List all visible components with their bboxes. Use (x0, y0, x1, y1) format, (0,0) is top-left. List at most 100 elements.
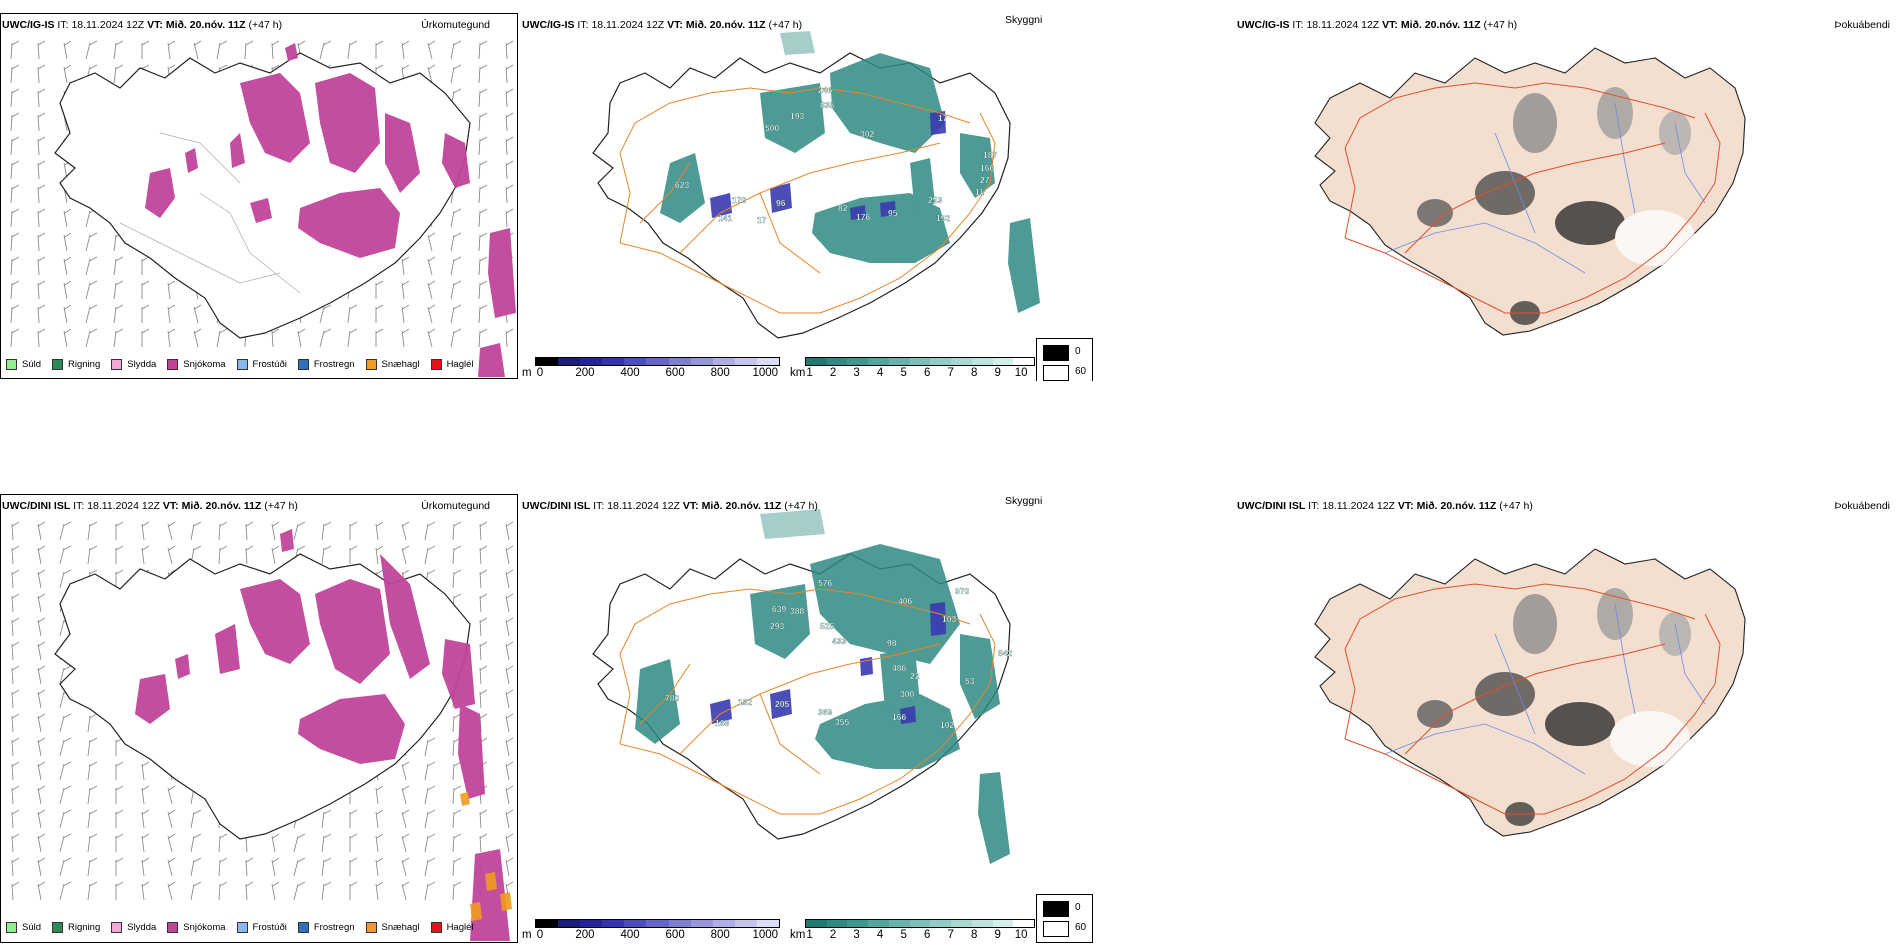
cloud-base-label: 170 (732, 195, 746, 205)
colorbar-unit: km (790, 367, 806, 379)
cloud-base-label: 246 (818, 85, 832, 95)
legend-label: Súld (22, 922, 42, 933)
lead-time: (+47 h) (768, 19, 803, 31)
legend-label: Frostregn (313, 359, 355, 370)
legend-label: Snæhagl (381, 359, 420, 370)
wind-barb (479, 713, 488, 733)
wind-barb (424, 857, 436, 877)
wind-barb (141, 304, 150, 323)
wind-barb (450, 328, 462, 348)
colorbar-tick: 3 (853, 367, 860, 379)
colorbar-cell (1013, 358, 1035, 365)
wind-barb (401, 761, 410, 781)
wind-barb (271, 833, 280, 853)
model-name: UWC/DINI ISL (522, 500, 591, 512)
wind-barb (450, 280, 462, 300)
colorbar-cell (868, 358, 889, 365)
wind-barb (505, 136, 514, 156)
wind-barb (37, 617, 46, 637)
legend-swatch (430, 922, 442, 933)
wind-barb (505, 40, 514, 60)
wind-barb (478, 232, 488, 252)
fog-index-panel-ig-is: UWC/IG-IS IT: 18.11.2024 12Z VT: Mið. 20… (1235, 13, 1900, 381)
legend-item: Súld (6, 359, 41, 370)
it-label: IT: (593, 500, 605, 512)
wind-barb (505, 665, 514, 685)
colorbar-cells (805, 919, 1035, 928)
wind-barb (452, 521, 462, 541)
low-cloud-base-areas (710, 602, 946, 724)
snow-areas (135, 529, 510, 941)
wind-barb (63, 208, 72, 228)
wind-barb (85, 304, 98, 324)
panel-title: UWC/DINI ISL IT: 18.11.2024 12Z VT: Mið.… (1237, 500, 1533, 512)
vt-value: Mið. 20.nóv. 11Z (685, 19, 766, 31)
colorbar-cell (668, 920, 691, 927)
fog-legend-swatch (1043, 365, 1069, 381)
graupel-areas (460, 792, 512, 921)
colorbar-tick: 400 (620, 367, 640, 379)
cloud-base-label: 187 (983, 150, 997, 160)
colorbar-tick: 600 (665, 367, 685, 379)
wind-barb (401, 304, 410, 324)
wind-barb (190, 521, 202, 541)
wind-barb (478, 64, 488, 84)
colorbar-cell (580, 358, 603, 365)
wind-barb (87, 545, 98, 565)
wind-barb (505, 112, 514, 132)
colorbar-tick: 0 (536, 929, 544, 941)
wind-barb (115, 569, 124, 588)
wind-barb (375, 857, 384, 877)
legend-label: Frostúði (252, 922, 287, 933)
colorbar-cell (888, 920, 910, 927)
cloud-base-label: 253 (928, 195, 942, 205)
wind-barb (505, 689, 514, 709)
wind-barb (85, 280, 98, 300)
legend-swatch (6, 359, 17, 370)
wind-barb (87, 833, 98, 853)
wind-barb (452, 761, 462, 781)
wind-barb (401, 857, 410, 877)
colorbar-tick: 2 (829, 367, 837, 379)
wind-barb (37, 881, 46, 901)
wind-barb (375, 40, 384, 59)
wind-barb (141, 545, 150, 565)
cloud-base-label: 17 (938, 113, 948, 123)
legend-label: Slydda (127, 359, 157, 370)
wind-barb (37, 689, 46, 709)
it-value: 18.11.2024 12Z (607, 500, 680, 512)
wind-barb (478, 40, 488, 60)
wind-barb (190, 809, 202, 829)
wind-barb (505, 545, 514, 565)
lead-time: (+47 h) (248, 19, 283, 31)
wind-barb (505, 160, 514, 180)
wind-barb (11, 833, 20, 853)
wind-barb (87, 857, 98, 877)
wind-barb (10, 88, 20, 108)
legend-item: Frostregn (297, 922, 355, 933)
wind-barb (10, 304, 20, 324)
wind-barb (319, 304, 332, 324)
colorbar-tick: 4 (876, 929, 884, 941)
wind-barb (452, 857, 462, 877)
wind-barb (11, 857, 20, 877)
colorbar-cell (992, 920, 1014, 927)
wind-barb (293, 833, 306, 853)
colorbar-tick: 1000 (752, 367, 779, 379)
wind-barb (349, 545, 358, 564)
wind-barb (37, 641, 46, 661)
wind-barb (37, 809, 46, 829)
wind-barb (505, 64, 514, 84)
wind-barb (141, 833, 150, 853)
wind-barb (11, 689, 20, 709)
cloud-base-label: 835 (820, 100, 834, 110)
wind-barb (141, 40, 150, 59)
cloud-base-label: 82 (838, 203, 848, 213)
wind-barb (11, 521, 20, 541)
wind-barb (37, 761, 46, 781)
wind-barb (424, 737, 436, 757)
colorbar-tick: 9 (994, 367, 1001, 379)
cloud-base-label: 355 (835, 717, 849, 727)
wind-barb (37, 545, 46, 565)
colorbar-cell (690, 358, 713, 365)
